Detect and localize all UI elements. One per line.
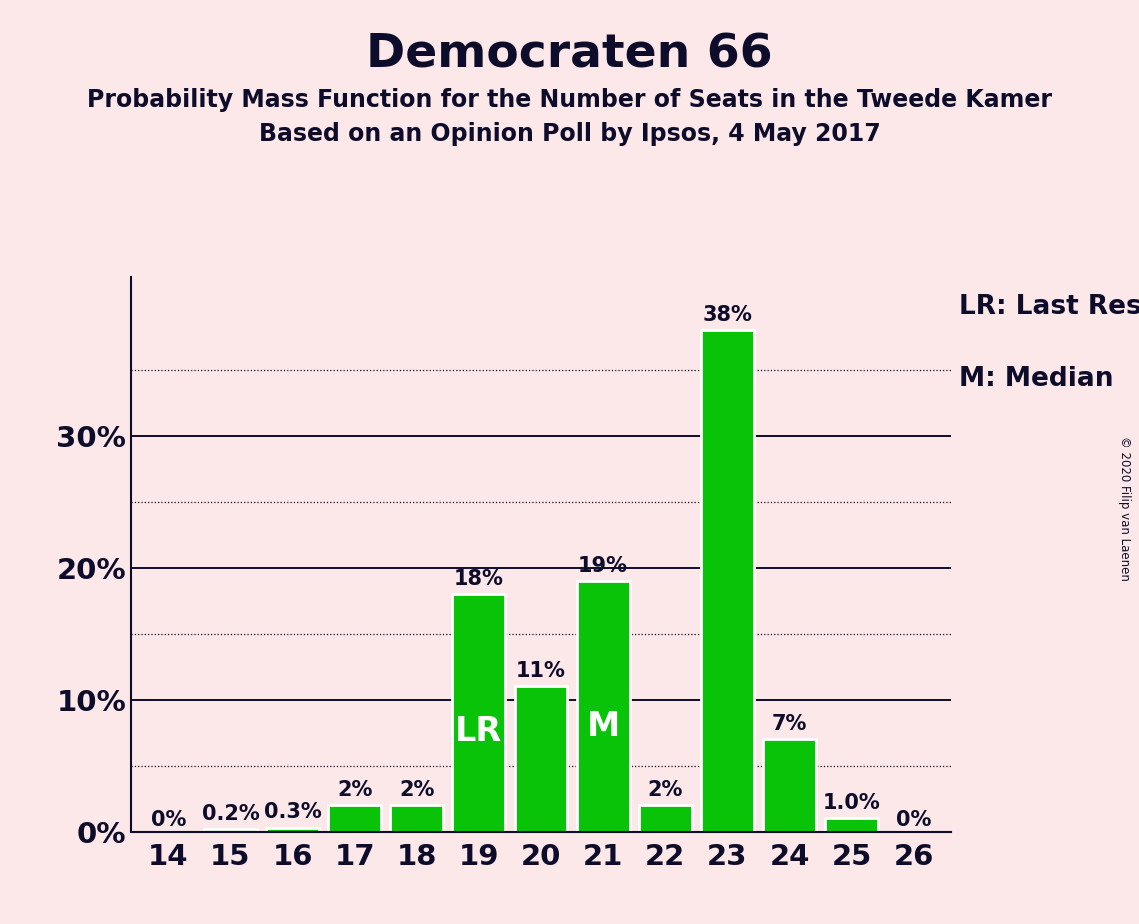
- Bar: [452, 594, 506, 832]
- Bar: [763, 739, 816, 832]
- Text: 7%: 7%: [772, 714, 808, 734]
- Bar: [328, 805, 382, 832]
- Text: © 2020 Filip van Laenen: © 2020 Filip van Laenen: [1118, 436, 1131, 580]
- Text: LR: Last Result: LR: Last Result: [959, 294, 1139, 320]
- Text: 19%: 19%: [579, 555, 628, 576]
- Text: Probability Mass Function for the Number of Seats in the Tweede Kamer: Probability Mass Function for the Number…: [87, 88, 1052, 112]
- Text: 1.0%: 1.0%: [822, 793, 880, 813]
- Text: M: M: [587, 710, 620, 743]
- Text: 0%: 0%: [150, 809, 186, 830]
- Bar: [700, 330, 754, 832]
- Bar: [391, 805, 443, 832]
- Text: 2%: 2%: [337, 780, 372, 800]
- Text: 0%: 0%: [896, 809, 932, 830]
- Text: 2%: 2%: [399, 780, 434, 800]
- Bar: [576, 581, 630, 832]
- Bar: [826, 819, 878, 832]
- Text: 2%: 2%: [648, 780, 683, 800]
- Bar: [267, 828, 319, 832]
- Text: 38%: 38%: [703, 305, 753, 324]
- Bar: [204, 829, 256, 832]
- Text: 11%: 11%: [516, 661, 566, 681]
- Text: Based on an Opinion Poll by Ipsos, 4 May 2017: Based on an Opinion Poll by Ipsos, 4 May…: [259, 122, 880, 146]
- Text: 0.3%: 0.3%: [263, 802, 321, 822]
- Text: M: Median: M: Median: [959, 366, 1114, 392]
- Text: 0.2%: 0.2%: [202, 804, 260, 823]
- Text: LR: LR: [456, 715, 502, 748]
- Bar: [639, 805, 691, 832]
- Bar: [515, 687, 567, 832]
- Text: 18%: 18%: [454, 568, 503, 589]
- Text: Democraten 66: Democraten 66: [366, 32, 773, 78]
